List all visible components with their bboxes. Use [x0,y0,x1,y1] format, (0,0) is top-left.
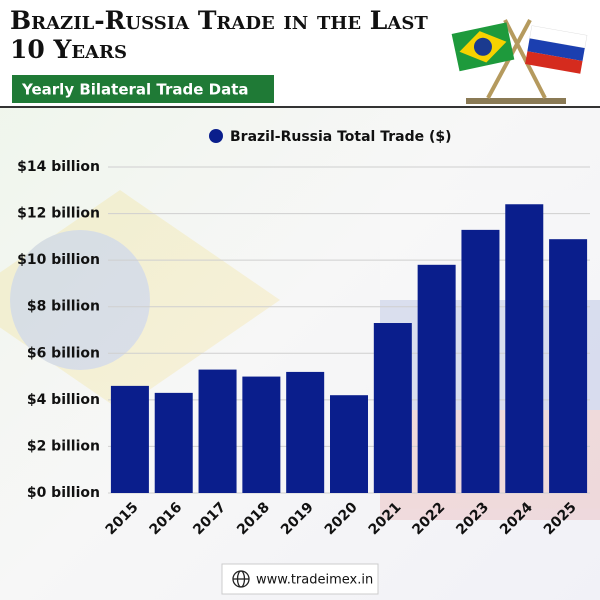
y-tick-label: $4 billion [27,392,100,408]
bar [198,369,237,493]
bar [110,385,149,493]
chart-title: Brazil-Russia Trade in the Last 10 Years [10,6,428,64]
bar [461,229,500,493]
bar [549,239,588,493]
bar [154,392,193,493]
globe-icon [232,570,250,588]
bar [417,264,456,493]
bar [330,395,368,493]
y-tick-label: $6 billion [27,345,100,361]
bar [373,323,412,493]
y-tick-label: $10 billion [17,252,100,268]
y-tick-label: $14 billion [17,159,100,175]
bar [286,371,325,493]
y-tick-label: $12 billion [17,206,100,222]
title-box: Brazil-Russia Trade in the Last 10 Years [10,6,428,64]
footer-url[interactable]: www.tradeimex.in [256,573,373,588]
y-tick-label: $2 billion [27,438,100,454]
flags-icon [451,19,588,104]
bar [242,376,281,493]
y-tick-label: $8 billion [27,299,100,315]
subtitle-bg [12,75,274,103]
y-tick-label: $0 billion [27,485,100,501]
chart-subtitle: Yearly Bilateral Trade Data [21,81,249,99]
legend-label: Brazil-Russia Total Trade ($) [230,129,452,145]
bar [505,204,544,493]
legend-swatch [209,129,223,143]
